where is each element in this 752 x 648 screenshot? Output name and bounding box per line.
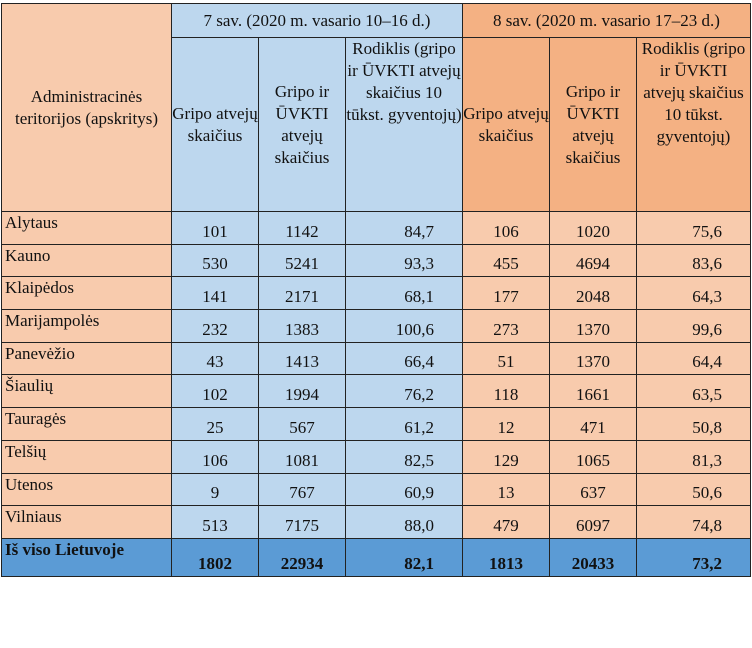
w8-rate-cell: 50,8: [636, 407, 751, 441]
w8-total-cell: 1065: [549, 439, 637, 474]
w8-rate-header: Rodiklis (gripo ir ŪVKTI atvejų skaičius…: [636, 37, 751, 212]
w8-flu-cell: 12: [462, 407, 550, 441]
region-cell: Vilniaus: [1, 505, 172, 539]
w7-total-cell: 1142: [258, 211, 346, 245]
w8-flu-cell: 1813: [462, 537, 550, 577]
week8-header: 8 sav. (2020 m. vasario 17–23 d.): [462, 3, 751, 38]
region-cell: Telšių: [1, 439, 172, 474]
w7-rate-header: Rodiklis (gripo ir ŪVKTI atvejų skaičius…: [345, 37, 463, 212]
w8-total-cell: 637: [549, 472, 637, 507]
w8-total-cell: 1370: [549, 341, 637, 376]
w7-total-cell: 1081: [258, 439, 346, 474]
table-row: Šiaulių 102 1994 76,2 118 1661 63,5: [1, 374, 751, 409]
w7-flu-cell: 232: [171, 309, 259, 343]
table-row: Klaipėdos 141 2171 68,1 177 2048 64,3: [1, 276, 751, 311]
w7-flu-cell: 9: [171, 472, 259, 507]
w7-total-cell: 7175: [258, 505, 346, 539]
w8-flu-cell: 51: [462, 341, 550, 376]
region-cell: Alytaus: [1, 211, 172, 245]
w8-flu-cases-header: Gripo atvejų skaičius: [462, 37, 550, 212]
w8-total-cell: 2048: [549, 276, 637, 311]
w8-total-cell: 1661: [549, 374, 637, 409]
w8-rate-cell: 83,6: [636, 243, 751, 278]
w7-flu-cell: 141: [171, 276, 259, 311]
region-cell: Klaipėdos: [1, 276, 172, 311]
w7-total-cell: 1383: [258, 309, 346, 343]
w7-total-cell: 1994: [258, 374, 346, 409]
w7-total-cell: 1413: [258, 341, 346, 376]
w8-total-cell: 471: [549, 407, 637, 441]
w8-rate-cell: 81,3: [636, 439, 751, 474]
w7-flu-cell: 106: [171, 439, 259, 474]
w8-flu-cell: 455: [462, 243, 550, 278]
w7-flu-cell: 101: [171, 211, 259, 245]
w7-flu-cell: 102: [171, 374, 259, 409]
w8-rate-cell: 99,6: [636, 309, 751, 343]
region-cell: Utenos: [1, 472, 172, 507]
w8-flu-cell: 177: [462, 276, 550, 311]
table-row: Telšių 106 1081 82,5 129 1065 81,3: [1, 439, 751, 474]
w7-rate-cell: 82,5: [345, 439, 463, 474]
table-row: Tauragės 25 567 61,2 12 471 50,8: [1, 407, 751, 441]
w7-rate-cell: 66,4: [345, 341, 463, 376]
w8-flu-cell: 129: [462, 439, 550, 474]
w7-rate-cell: 88,0: [345, 505, 463, 539]
w7-rate-cell: 84,7: [345, 211, 463, 245]
w8-rate-cell: 63,5: [636, 374, 751, 409]
w7-rate-cell: 82,1: [345, 537, 463, 577]
w8-total-cell: 20433: [549, 537, 637, 577]
w8-flu-cell: 13: [462, 472, 550, 507]
w7-flu-cell: 1802: [171, 537, 259, 577]
region-cell: Iš viso Lietuvoje: [1, 537, 172, 577]
w7-flu-ari-cases-header: Gripo ir ŪVKTI atvejų skaičius: [258, 37, 346, 212]
w7-rate-cell: 76,2: [345, 374, 463, 409]
table-row: Vilniaus 513 7175 88,0 479 6097 74,8: [1, 505, 751, 539]
w8-flu-cell: 479: [462, 505, 550, 539]
w7-flu-cell: 43: [171, 341, 259, 376]
w7-total-cell: 22934: [258, 537, 346, 577]
w7-flu-cell: 530: [171, 243, 259, 278]
w7-rate-cell: 100,6: [345, 309, 463, 343]
w8-rate-cell: 64,3: [636, 276, 751, 311]
w7-total-cell: 767: [258, 472, 346, 507]
w8-total-cell: 4694: [549, 243, 637, 278]
w7-flu-cell: 513: [171, 505, 259, 539]
w8-flu-cell: 273: [462, 309, 550, 343]
w8-rate-cell: 75,6: [636, 211, 751, 245]
table-row: Marijampolės 232 1383 100,6 273 1370 99,6: [1, 309, 751, 343]
w7-flu-cell: 25: [171, 407, 259, 441]
table-row: Kauno 530 5241 93,3 455 4694 83,6: [1, 243, 751, 278]
w7-total-cell: 5241: [258, 243, 346, 278]
w8-flu-ari-cases-header: Gripo ir ŪVKTI atvejų skaičius: [549, 37, 637, 212]
w7-flu-cases-header: Gripo atvejų skaičius: [171, 37, 259, 212]
region-cell: Tauragės: [1, 407, 172, 441]
w8-rate-cell: 50,6: [636, 472, 751, 507]
week7-header: 7 sav. (2020 m. vasario 10–16 d.): [171, 3, 463, 38]
table-row: Utenos 9 767 60,9 13 637 50,6: [1, 472, 751, 507]
w7-rate-cell: 68,1: [345, 276, 463, 311]
region-cell: Marijampolės: [1, 309, 172, 343]
region-cell: Kauno: [1, 243, 172, 278]
w7-rate-cell: 61,2: [345, 407, 463, 441]
w7-rate-cell: 60,9: [345, 472, 463, 507]
table-row: Alytaus 101 1142 84,7 106 1020 75,6: [1, 211, 751, 245]
table-row: Panevėžio 43 1413 66,4 51 1370 64,4: [1, 341, 751, 376]
region-cell: Šiaulių: [1, 374, 172, 409]
region-cell: Panevėžio: [1, 341, 172, 376]
w8-rate-cell: 64,4: [636, 341, 751, 376]
total-row: Iš viso Lietuvoje 1802 22934 82,1 1813 20433 7…: [1, 537, 751, 577]
w7-total-cell: 567: [258, 407, 346, 441]
w7-rate-cell: 93,3: [345, 243, 463, 278]
w8-flu-cell: 118: [462, 374, 550, 409]
w8-flu-cell: 106: [462, 211, 550, 245]
region-column-header: Administracinės teritorijos (apskritys): [1, 3, 172, 212]
w8-total-cell: 1020: [549, 211, 637, 245]
w8-total-cell: 1370: [549, 309, 637, 343]
w8-rate-cell: 74,8: [636, 505, 751, 539]
w8-total-cell: 6097: [549, 505, 637, 539]
w7-total-cell: 2171: [258, 276, 346, 311]
influenza-statistics-table: Administracinės teritorijos (apskritys) …: [1, 3, 751, 577]
w8-rate-cell: 73,2: [636, 537, 751, 577]
